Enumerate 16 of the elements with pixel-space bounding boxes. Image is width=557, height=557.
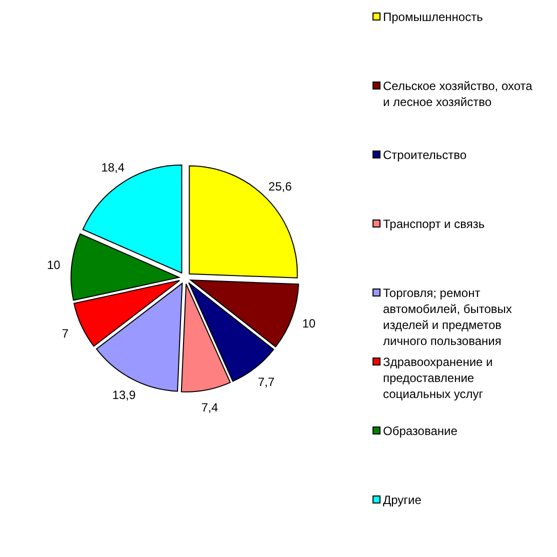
data-label: 25,6 — [268, 179, 292, 194]
data-label: 10 — [46, 258, 61, 272]
data-label: 7 — [62, 326, 69, 340]
legend-label: Строительство — [383, 148, 467, 162]
data-label: 18,4 — [101, 160, 125, 174]
data-label: 7,4 — [201, 400, 218, 415]
legend-label: Торговля; ремонт автомобилей, бытовых изделей и предметов личного пользования — [383, 286, 512, 348]
legend-label: Другие — [383, 493, 422, 507]
legend-label: Образование — [383, 424, 458, 438]
data-label: 7,7 — [258, 375, 275, 390]
legend-label: Промышленность — [383, 10, 483, 24]
legend-label: Транспорт и связь — [383, 217, 485, 231]
legend-label: Сельское хозяйство, охота и лесное хозяйство — [383, 79, 533, 109]
data-label: 13,9 — [112, 388, 136, 402]
legend-label: Здравоохранение и предоставление социальных услуг — [383, 355, 493, 401]
data-label: 10 — [302, 316, 316, 330]
